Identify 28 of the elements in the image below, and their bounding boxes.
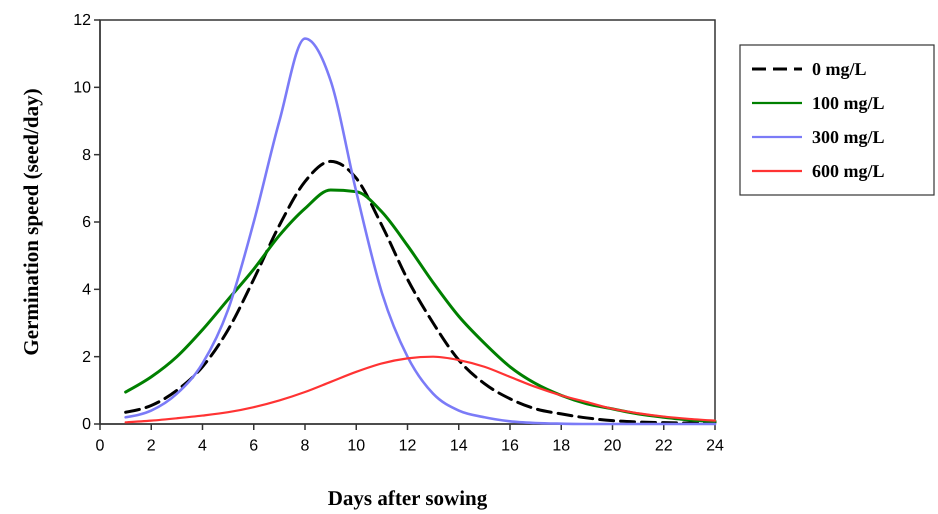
x-tick-label: 8 — [300, 438, 310, 455]
legend-label: 600 mg/L — [812, 161, 885, 181]
x-tick-label: 4 — [198, 438, 208, 455]
y-tick-label: 0 — [82, 416, 92, 434]
legend-label: 100 mg/L — [812, 93, 885, 113]
y-axis-title: Germination speed (seed/day) — [19, 88, 43, 356]
x-tick-label: 2 — [146, 438, 156, 455]
x-tick-label: 20 — [604, 438, 622, 455]
legend-label: 0 mg/L — [812, 59, 867, 79]
y-tick-label: 2 — [82, 348, 92, 366]
y-tick-label: 12 — [73, 12, 92, 30]
x-tick-label: 24 — [706, 438, 724, 455]
x-axis-title: Days after sowing — [328, 486, 488, 510]
y-tick-label: 4 — [82, 281, 92, 298]
x-tick-label: 12 — [398, 438, 416, 455]
y-tick-label: 10 — [73, 79, 92, 96]
legend-label: 300 mg/L — [812, 127, 885, 147]
x-tick-label: 14 — [450, 438, 468, 455]
x-tick-label: 0 — [96, 438, 105, 455]
line-series — [124, 37, 716, 426]
line-series — [124, 356, 716, 424]
y-tick-label: 8 — [82, 146, 92, 164]
x-tick-label: 16 — [501, 438, 519, 455]
x-tick-label: 22 — [654, 438, 673, 455]
x-tick-label: 18 — [552, 438, 570, 455]
y-tick-label: 6 — [82, 214, 92, 232]
x-tick-label: 6 — [249, 438, 258, 455]
x-tick-label: 10 — [347, 438, 366, 455]
